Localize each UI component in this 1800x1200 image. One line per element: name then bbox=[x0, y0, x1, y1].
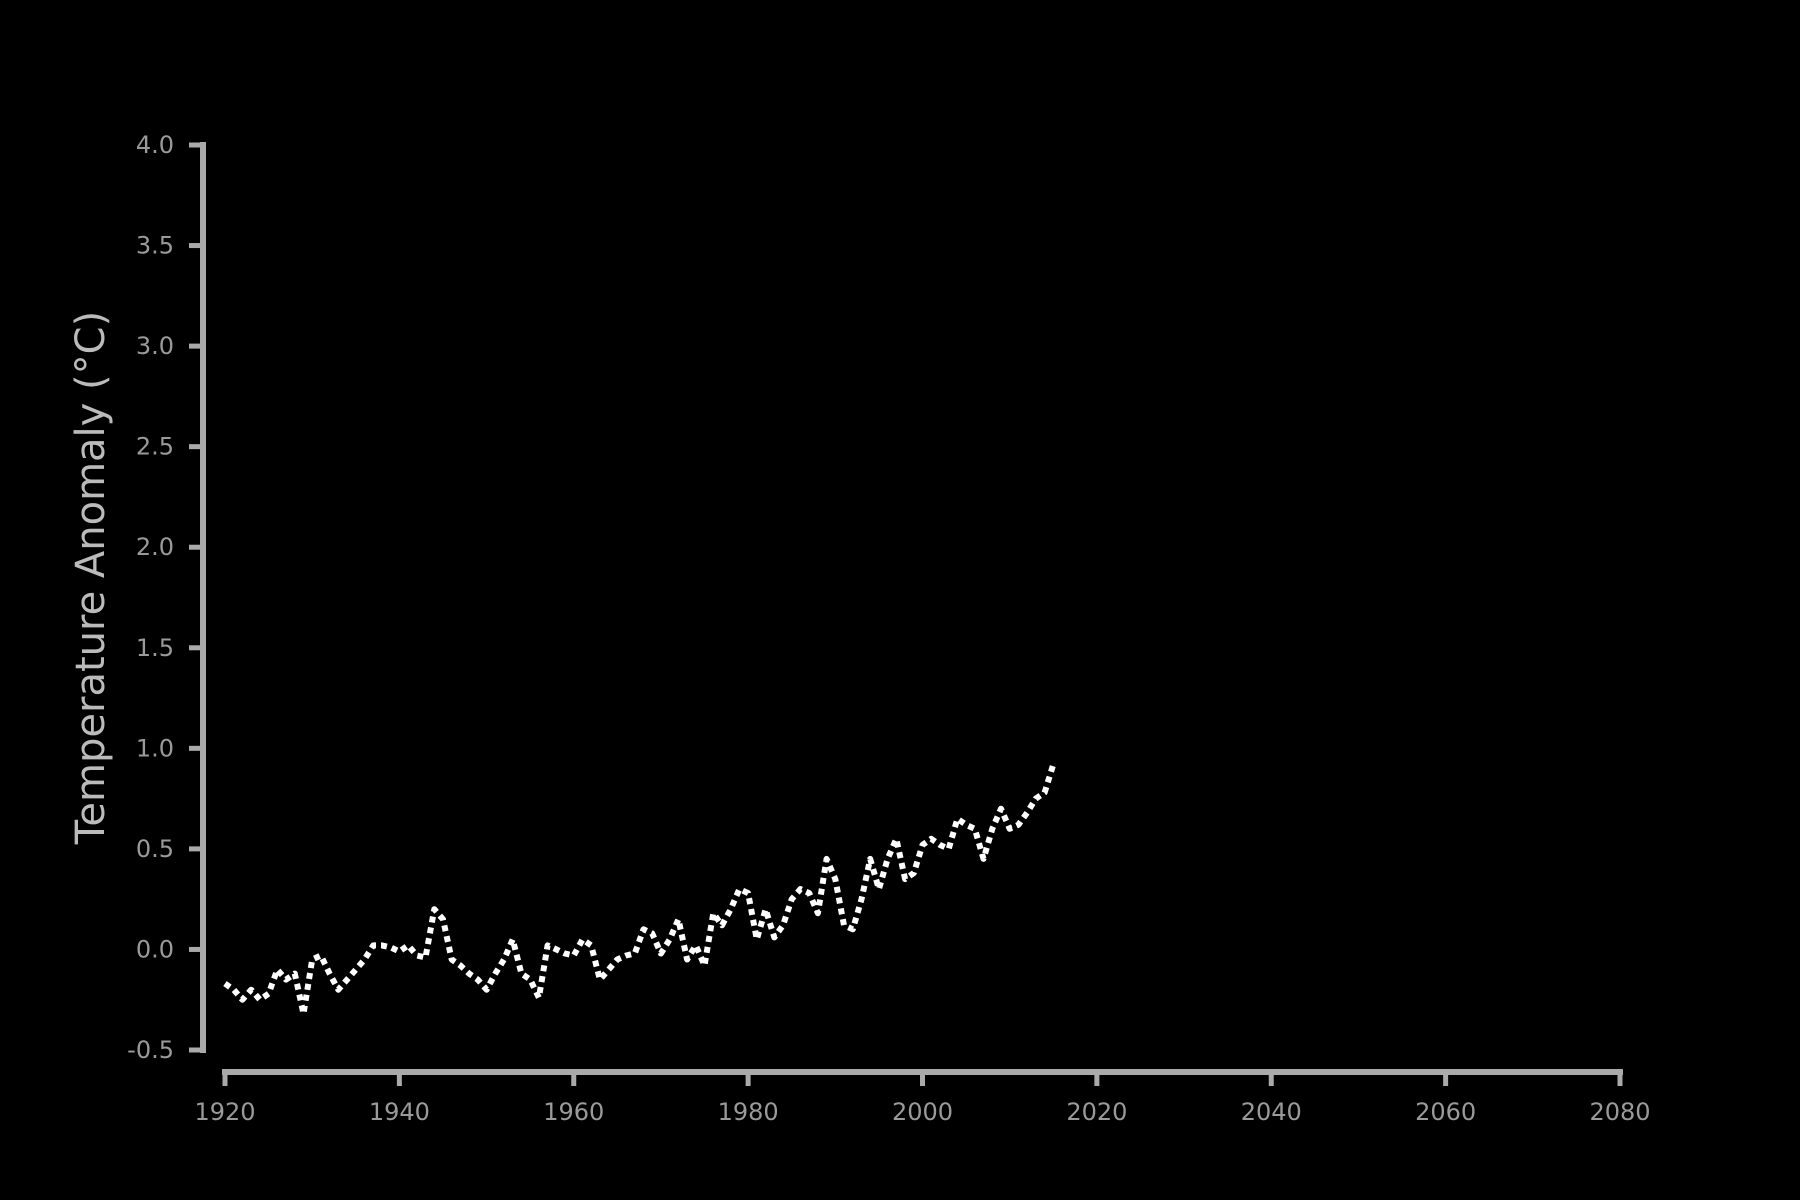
x-tick-label: 1980 bbox=[718, 1098, 779, 1126]
y-tick-label: 3.5 bbox=[136, 232, 174, 260]
y-axis-title: Temperature Anomaly (°C) bbox=[68, 311, 114, 845]
x-axis: 1920 1940 1960 1980 2000 2020 2040 2060 2080 bbox=[194, 1069, 1651, 1126]
y-tick-label: 1.0 bbox=[136, 734, 174, 762]
x-tick-label: 2040 bbox=[1241, 1098, 1302, 1126]
x-tick-label: 2000 bbox=[892, 1098, 953, 1126]
x-tick-label: 2060 bbox=[1415, 1098, 1476, 1126]
y-tick-label: 2.5 bbox=[136, 433, 174, 461]
x-tick-label: 2080 bbox=[1589, 1098, 1650, 1126]
y-tick-label: 4.0 bbox=[136, 131, 174, 159]
y-tick-label: 3.0 bbox=[136, 332, 174, 360]
x-tick-label: 1940 bbox=[369, 1098, 430, 1126]
x-tick-label: 1960 bbox=[543, 1098, 604, 1126]
y-tick-label: 1.5 bbox=[136, 634, 174, 662]
y-tick-label: 2.0 bbox=[136, 533, 174, 561]
x-tick-label: 2020 bbox=[1066, 1098, 1127, 1126]
series-line bbox=[223, 763, 1057, 1017]
y-tick-label: -0.5 bbox=[127, 1036, 174, 1064]
y-tick-label: 0.0 bbox=[136, 935, 174, 963]
series-layer bbox=[223, 763, 1057, 1017]
y-tick-label: 0.5 bbox=[136, 835, 174, 863]
x-tick-label: 1920 bbox=[194, 1098, 255, 1126]
y-axis: 4.0 3.5 3.0 2.5 2.0 1.5 1.0 0.5 0.0 -0.5 bbox=[127, 131, 206, 1064]
